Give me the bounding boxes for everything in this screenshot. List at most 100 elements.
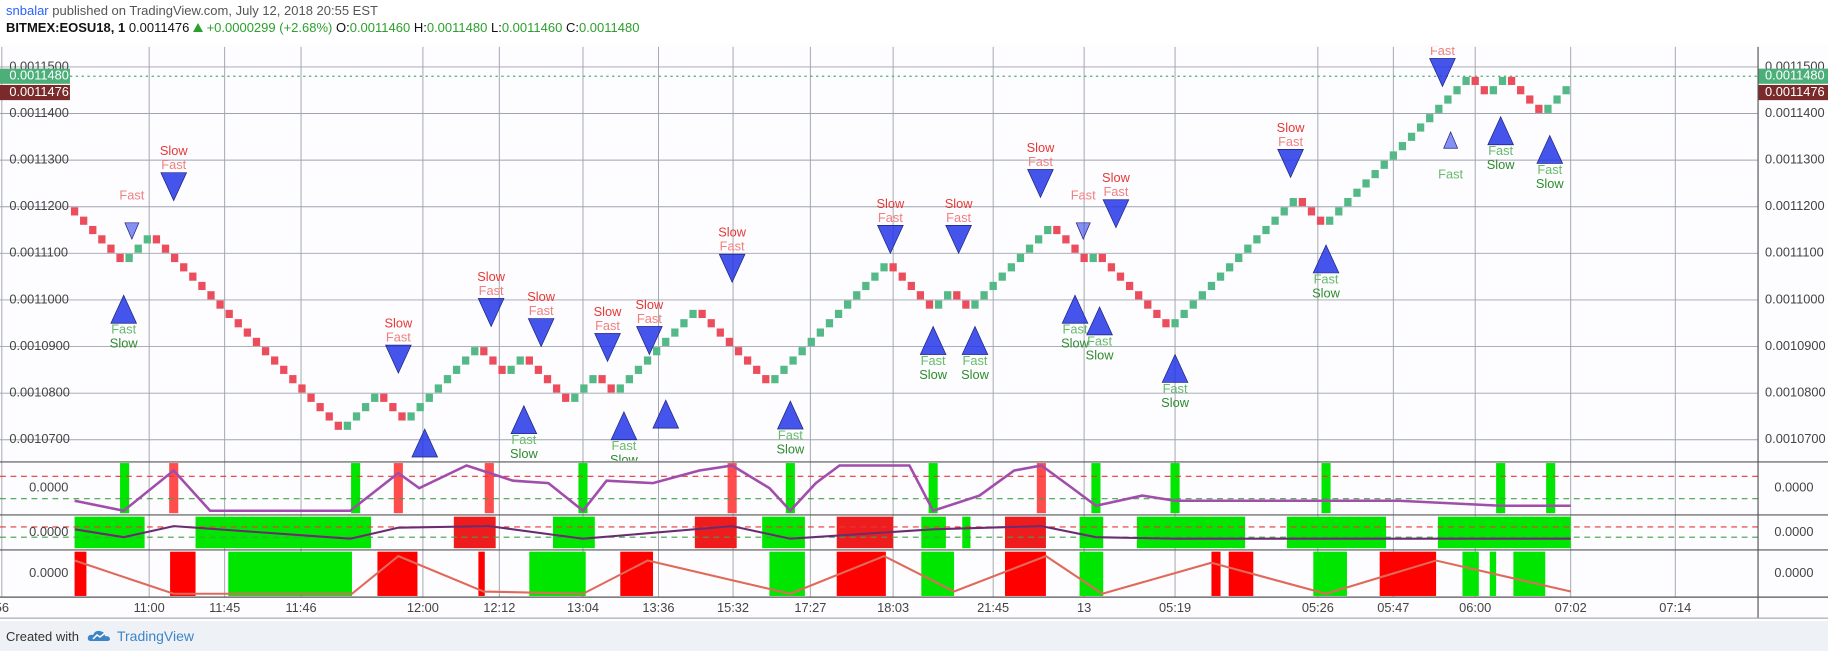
x-tick-label: 12:00 (407, 600, 439, 615)
price-badge-label: 0.0011476 (9, 84, 69, 99)
brick (1562, 86, 1570, 95)
indicator-line (74, 525, 1571, 540)
signal-label: Fast (479, 283, 504, 298)
ohlc-key: O: (335, 20, 350, 35)
y-tick-label: 0.0010900 (9, 338, 70, 353)
y-tick-label: 0.0010800 (1765, 385, 1826, 400)
brick (252, 337, 261, 346)
brick (243, 328, 252, 337)
brick (807, 337, 815, 346)
symbol[interactable]: BITMEX:EOSU18, 1 (6, 20, 126, 35)
signal-arrow (961, 325, 989, 355)
brick (698, 309, 706, 319)
logo[interactable] (87, 628, 113, 644)
brick (1135, 291, 1143, 300)
brand[interactable]: TradingView (116, 628, 195, 644)
signal-arrow (1027, 169, 1054, 199)
brick (998, 272, 1006, 281)
brick (1535, 104, 1543, 113)
x-tick-label: 15:32 (717, 600, 749, 615)
brick (271, 356, 279, 365)
signal-arrow (945, 225, 972, 255)
signal-arrow (527, 318, 555, 348)
signal-arrow (776, 400, 804, 430)
indicator-line (74, 554, 1571, 595)
signal-label: Fast (1430, 43, 1455, 58)
indicator-bar (1091, 463, 1101, 514)
brick (1316, 216, 1325, 225)
brick (98, 235, 106, 244)
ohlc-value: 0.0011460 (349, 20, 411, 35)
signal-label: Fast (611, 438, 636, 453)
brick (1071, 244, 1079, 253)
y-tick-label: 0.0010800 (9, 385, 70, 400)
brick (80, 216, 88, 225)
brick (616, 384, 624, 393)
signal-arrow (1487, 115, 1515, 146)
brick (1544, 104, 1552, 113)
x-tick-label: 11:46 (285, 600, 316, 615)
indicator-bar (727, 463, 737, 514)
brick (671, 328, 679, 337)
brick (1162, 319, 1170, 328)
signal-label: Slow (1312, 285, 1341, 300)
brick (907, 281, 915, 291)
indicator-bar (1321, 463, 1331, 514)
signal-label: Slow (1277, 120, 1306, 135)
brick (1216, 272, 1225, 281)
change: +0.0000299 (+2.68%) (206, 20, 333, 35)
signal-label: Slow (1027, 140, 1056, 155)
price-badge-label: 0.0011480 (9, 68, 69, 83)
signal-label: Slow (1086, 347, 1115, 362)
brick (425, 393, 433, 402)
signal-arrow (510, 404, 538, 435)
brick (1498, 76, 1507, 85)
indicator-pane (0, 516, 1759, 549)
author[interactable]: snbalar (6, 3, 49, 18)
y-tick-label: 0.0011200 (1765, 198, 1825, 213)
brick (507, 365, 515, 374)
price-badge-label: 0.0011476 (1765, 84, 1825, 99)
indicator-bar (74, 516, 145, 549)
signals: Slow Fast Slow Fast Slow Fast Slow Fast Slow Fast… (110, 43, 1565, 461)
brick (1116, 272, 1125, 281)
signal-label: Fast (161, 157, 186, 172)
brick (1189, 300, 1197, 309)
brick (1398, 142, 1407, 151)
brick (689, 309, 697, 319)
brick (1062, 235, 1070, 244)
brick (562, 393, 570, 402)
brick (598, 375, 606, 384)
brick (489, 356, 497, 365)
brick (1053, 225, 1061, 235)
ohlc-key: L: (490, 20, 502, 35)
brick (198, 281, 206, 291)
brick (471, 347, 479, 356)
signal-arrow (110, 294, 138, 324)
brick (1362, 179, 1370, 188)
indicator-bar (74, 551, 87, 596)
signal-label: Fast (921, 353, 946, 368)
signal-arrow (594, 333, 621, 363)
brick (1089, 253, 1097, 263)
signal-label: Slow (776, 441, 805, 456)
brick (925, 300, 934, 309)
brick (725, 337, 734, 346)
signal-label: Fast (595, 318, 620, 333)
signal-label: Fast (1438, 166, 1463, 181)
brick (1380, 160, 1388, 169)
brick (580, 384, 588, 393)
brick (825, 319, 834, 328)
y-tick-label: 0.0011100 (9, 245, 68, 260)
indicator-bar (1513, 551, 1546, 596)
signal-label: Fast (1537, 162, 1562, 177)
indicator-bar (1079, 551, 1104, 596)
brick (707, 319, 715, 328)
footer: Created with TradingView (0, 621, 1828, 651)
brick (1244, 244, 1252, 253)
signal-label: Slow (945, 196, 974, 211)
brick (844, 300, 852, 309)
pane-tick-label: 0.0000 (29, 480, 68, 495)
signal-arrow (1312, 244, 1340, 274)
